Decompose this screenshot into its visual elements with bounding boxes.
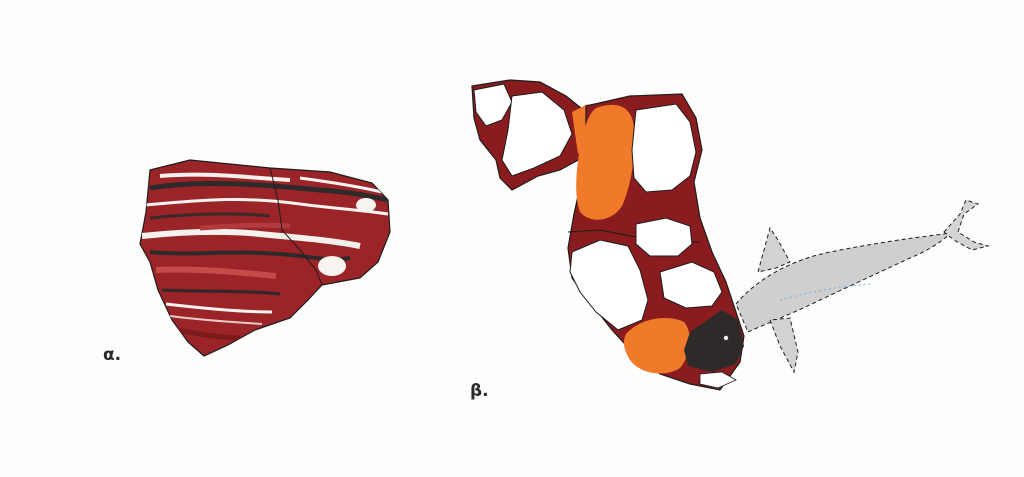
void-upper-right: [631, 103, 697, 193]
fish-tail: [943, 199, 990, 251]
label-fragment-beta: β.: [470, 381, 489, 401]
fish-reconstruction: [735, 199, 990, 374]
fragment-alpha-streaks: [141, 172, 389, 341]
orange-blob-upper: [576, 104, 635, 220]
void-middle: [635, 217, 693, 257]
fragment-beta: [471, 79, 745, 391]
black-paint-patch: [684, 310, 744, 372]
fish-body: [735, 229, 955, 333]
orange-blob-lower: [623, 318, 690, 374]
label-fragment-alpha: α.: [103, 345, 122, 365]
fish-pelvic-fin: [769, 317, 799, 374]
fragment-alpha-body: [139, 159, 391, 357]
void-lower-right: [659, 261, 723, 309]
void-lower-left: [569, 239, 649, 331]
fragment-alpha: [139, 159, 391, 357]
fish-dorsal-fin: [757, 226, 791, 273]
